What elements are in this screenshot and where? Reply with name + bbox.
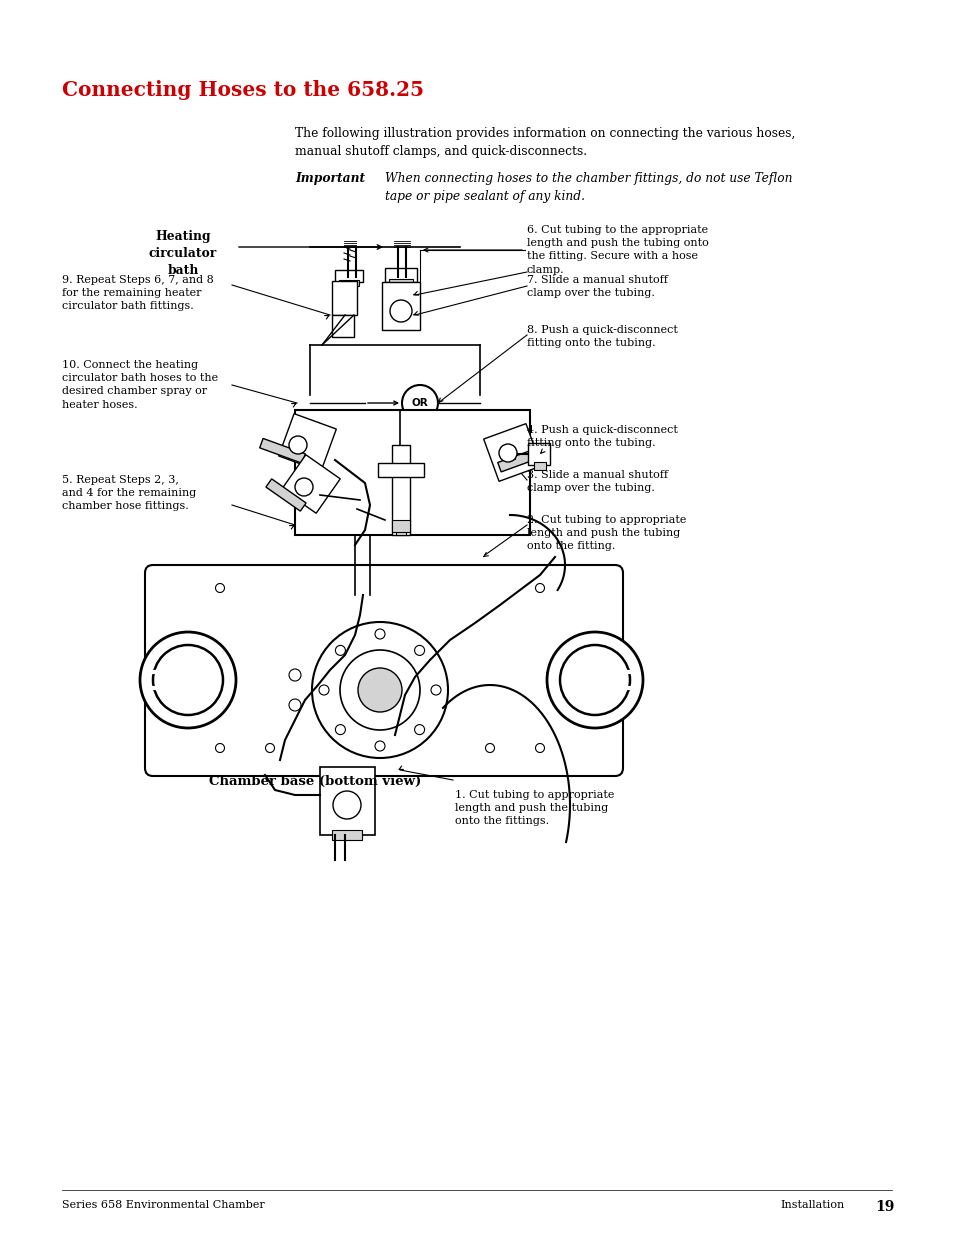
Text: Important: Important bbox=[294, 172, 365, 185]
Bar bbox=[278, 414, 336, 472]
Circle shape bbox=[498, 445, 517, 462]
Circle shape bbox=[375, 629, 385, 638]
Circle shape bbox=[339, 650, 419, 730]
Bar bbox=[392, 520, 410, 532]
FancyBboxPatch shape bbox=[145, 564, 622, 776]
Bar bbox=[385, 268, 416, 282]
Bar bbox=[332, 830, 361, 840]
Bar bbox=[332, 315, 354, 337]
Circle shape bbox=[390, 300, 412, 322]
Bar bbox=[377, 463, 423, 477]
Circle shape bbox=[289, 699, 301, 711]
Text: Connecting Hoses to the 658.25: Connecting Hoses to the 658.25 bbox=[62, 80, 423, 100]
Text: 2. Cut tubing to appropriate
length and push the tubing
onto the fitting.: 2. Cut tubing to appropriate length and … bbox=[526, 515, 685, 551]
Text: 3. Slide a manual shutoff
clamp over the tubing.: 3. Slide a manual shutoff clamp over the… bbox=[526, 471, 667, 493]
Text: 8. Push a quick-disconnect
fitting onto the tubing.: 8. Push a quick-disconnect fitting onto … bbox=[526, 325, 678, 348]
Circle shape bbox=[335, 725, 345, 735]
Circle shape bbox=[431, 685, 440, 695]
Text: 19: 19 bbox=[874, 1200, 893, 1214]
Text: When connecting hoses to the chamber fittings, do not use Teflon
tape or pipe se: When connecting hoses to the chamber fit… bbox=[385, 172, 792, 203]
Text: 9. Repeat Steps 6, 7, and 8
for the remaining heater
circulator bath fittings.: 9. Repeat Steps 6, 7, and 8 for the rema… bbox=[62, 275, 213, 311]
Circle shape bbox=[152, 645, 223, 715]
Bar bbox=[338, 280, 358, 287]
Circle shape bbox=[535, 743, 544, 752]
Circle shape bbox=[535, 583, 544, 593]
Circle shape bbox=[289, 436, 307, 454]
Bar bbox=[483, 424, 540, 482]
Circle shape bbox=[312, 622, 448, 758]
Circle shape bbox=[375, 741, 385, 751]
Bar bbox=[294, 410, 530, 535]
Text: 1. Cut tubing to appropriate
length and push the tubing
onto the fittings.: 1. Cut tubing to appropriate length and … bbox=[455, 790, 614, 826]
Text: 6. Cut tubing to the appropriate
length and push the tubing onto
the fitting. Se: 6. Cut tubing to the appropriate length … bbox=[526, 225, 708, 274]
Circle shape bbox=[294, 478, 313, 496]
Bar bbox=[527, 443, 550, 466]
Bar bbox=[332, 282, 356, 315]
Circle shape bbox=[289, 669, 301, 680]
Circle shape bbox=[485, 743, 494, 752]
Text: 10. Connect the heating
circulator bath hoses to the
desired chamber spray or
he: 10. Connect the heating circulator bath … bbox=[62, 359, 218, 410]
Bar bbox=[266, 479, 306, 511]
Text: Installation: Installation bbox=[780, 1200, 843, 1210]
Circle shape bbox=[401, 385, 437, 421]
Bar bbox=[389, 279, 413, 285]
Circle shape bbox=[335, 646, 345, 656]
Circle shape bbox=[215, 583, 224, 593]
Circle shape bbox=[546, 632, 642, 727]
Circle shape bbox=[265, 743, 274, 752]
Text: The following illustration provides information on connecting the various hoses,: The following illustration provides info… bbox=[294, 127, 795, 158]
Circle shape bbox=[215, 743, 224, 752]
Bar bbox=[534, 462, 545, 471]
Circle shape bbox=[357, 668, 401, 713]
Text: 5. Repeat Steps 2, 3,
and 4 for the remaining
chamber hose fittings.: 5. Repeat Steps 2, 3, and 4 for the rema… bbox=[62, 475, 196, 511]
Text: OR: OR bbox=[411, 398, 428, 408]
Text: Series 658 Environmental Chamber: Series 658 Environmental Chamber bbox=[62, 1200, 265, 1210]
Bar bbox=[497, 446, 546, 472]
Circle shape bbox=[333, 790, 360, 819]
Text: Heating
circulator
bath: Heating circulator bath bbox=[149, 230, 217, 277]
Circle shape bbox=[415, 646, 424, 656]
Bar bbox=[319, 767, 375, 835]
Circle shape bbox=[415, 725, 424, 735]
Bar bbox=[259, 438, 305, 463]
Text: Chamber base (bottom view): Chamber base (bottom view) bbox=[209, 776, 420, 788]
Circle shape bbox=[140, 632, 235, 727]
Text: 4. Push a quick-disconnect
fitting onto the tubing.: 4. Push a quick-disconnect fitting onto … bbox=[526, 425, 678, 448]
Bar bbox=[381, 282, 419, 330]
Circle shape bbox=[559, 645, 629, 715]
Circle shape bbox=[318, 685, 329, 695]
Bar bbox=[395, 527, 406, 535]
Text: 7. Slide a manual shutoff
clamp over the tubing.: 7. Slide a manual shutoff clamp over the… bbox=[526, 275, 667, 298]
Bar bbox=[392, 445, 410, 535]
Bar bbox=[281, 454, 340, 514]
Bar bbox=[335, 270, 363, 282]
